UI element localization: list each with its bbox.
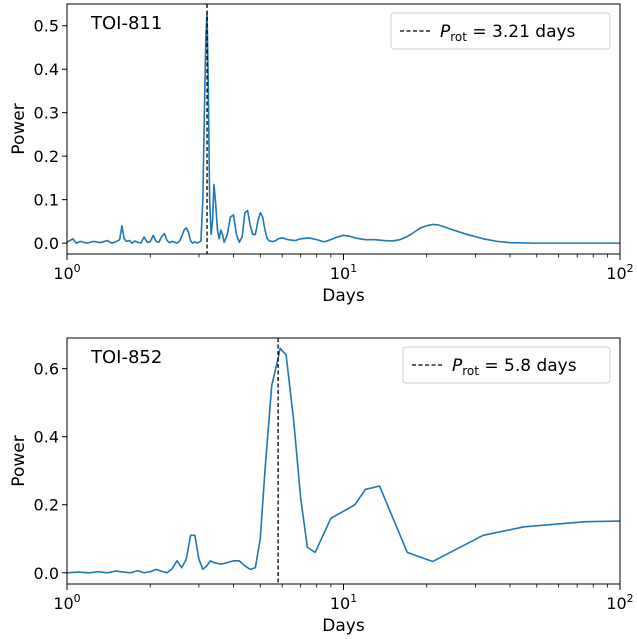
x-tick-exponent: 0 [74,262,81,275]
panel-label: TOI-852 [90,347,162,368]
y-tick-label: 0.3 [34,104,59,123]
legend-symbol: P [452,356,463,376]
x-tick-base: 10 [606,264,626,283]
x-tick-label: 100 [53,262,80,283]
y-tick-label: 0.0 [34,234,59,253]
y-axis-label: Power [9,103,29,154]
x-tick-label: 100 [53,592,80,613]
legend: Prot = 3.21 days [390,12,611,50]
y-tick-label: 0.4 [34,428,59,447]
legend-box [390,12,611,50]
y-tick-label: 0.4 [34,60,59,79]
legend-symbol: P [440,22,451,42]
legend-label: Prot = 3.21 days [440,22,576,44]
x-tick-exponent: 1 [350,262,357,275]
x-tick-exponent: 2 [627,262,634,275]
legend-subscript: rot [462,364,479,378]
x-tick-base: 10 [53,264,73,283]
series-line [67,347,620,574]
y-axis-label: Power [9,435,29,486]
x-tick-label: 102 [606,592,633,613]
x-tick-base: 10 [330,594,350,613]
x-tick-label: 101 [330,262,357,283]
legend-box [402,346,611,384]
series-line [67,11,620,244]
legend-subscript: rot [450,30,467,44]
x-tick-base: 10 [330,264,350,283]
legend-label: Prot = 5.8 days [452,356,577,378]
x-tick-exponent: 2 [627,592,634,605]
panel-label: TOI-811 [90,13,162,34]
legend-value: = 3.21 days [467,22,576,42]
x-tick-exponent: 1 [350,592,357,605]
y-tick-label: 0.1 [34,191,59,210]
x-tick-label: 101 [330,592,357,613]
x-axis-label: Days [322,616,365,636]
legend: Prot = 5.8 days [402,346,611,384]
y-tick-label: 0.0 [34,564,59,583]
y-tick-label: 0.6 [34,360,59,379]
y-tick-label: 0.5 [34,17,59,36]
x-tick-base: 10 [606,594,626,613]
x-axis-label: Days [322,286,365,306]
y-tick-label: 0.2 [34,496,59,515]
x-tick-base: 10 [53,594,73,613]
legend-value: = 5.8 days [479,356,577,376]
y-tick-label: 0.2 [34,147,59,166]
x-tick-exponent: 0 [74,592,81,605]
x-tick-label: 102 [606,262,633,283]
